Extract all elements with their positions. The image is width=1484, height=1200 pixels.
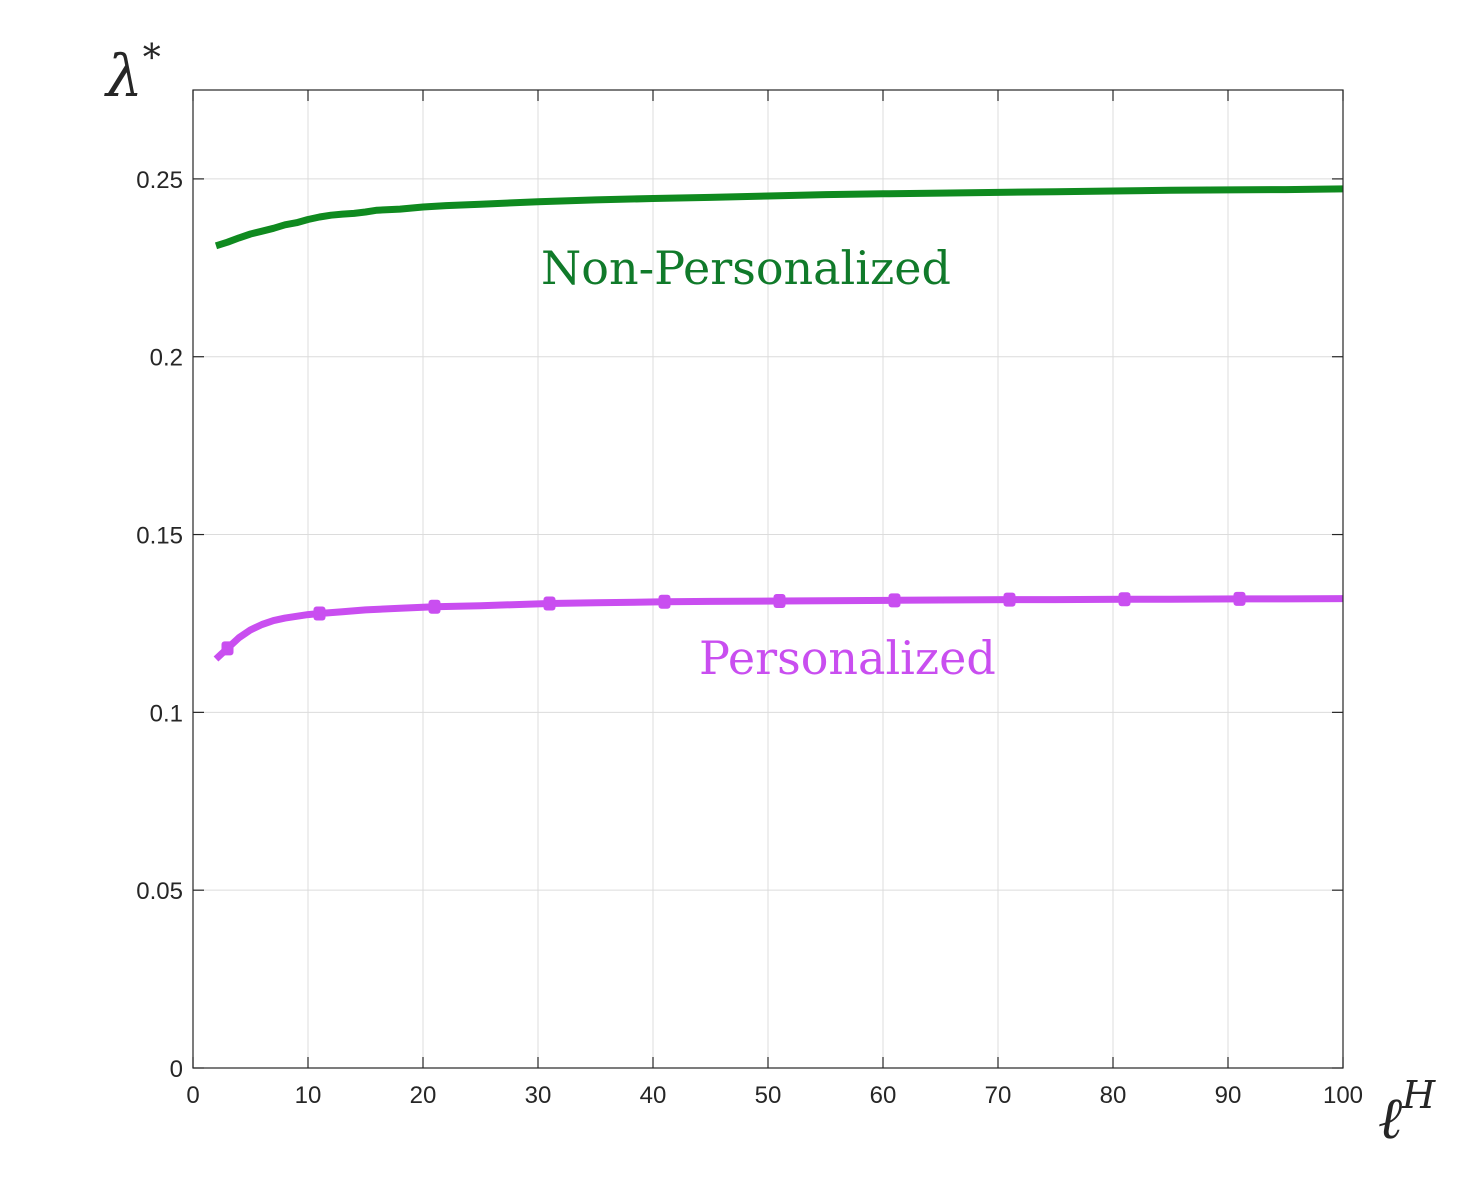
- series-line-non-personalized: [214, 185, 1344, 250]
- y-tick-label: 0.25: [136, 167, 183, 194]
- data-point-marker: [543, 596, 556, 611]
- x-tick-label: 70: [985, 1082, 1012, 1109]
- x-tick-labels: 0 10 20 30 40 50 60 70 80 90 100: [186, 1082, 1363, 1109]
- x-axis-label: ℓH: [1378, 1073, 1436, 1152]
- series-label-non-personalized: Non-Personalized: [541, 241, 951, 295]
- y-tick-label: 0.2: [150, 345, 183, 372]
- data-point-marker: [313, 606, 326, 621]
- series-label-personalized: Personalized: [699, 631, 996, 685]
- x-tick-label: 50: [755, 1082, 782, 1109]
- x-axis-label-superscript: H: [1401, 1073, 1436, 1117]
- x-tick-label: 80: [1100, 1082, 1127, 1109]
- x-tick-label: 30: [525, 1082, 552, 1109]
- x-tick-label: 0: [186, 1082, 199, 1109]
- x-tick-label: 40: [640, 1082, 667, 1109]
- x-tick-label: 20: [410, 1082, 437, 1109]
- data-point-marker: [888, 593, 901, 608]
- grid-lines: [193, 90, 1343, 1068]
- x-tick-label: 60: [870, 1082, 897, 1109]
- data-point-marker: [221, 641, 234, 656]
- series-line-personalized: [213, 595, 1344, 662]
- axes: [192, 89, 1344, 1069]
- y-axis-label: λ*: [104, 38, 161, 110]
- x-tick-label: 100: [1323, 1082, 1363, 1109]
- y-axis-label-main: λ: [104, 42, 143, 110]
- data-point-marker: [1233, 591, 1246, 606]
- data-point-marker: [773, 594, 786, 609]
- x-axis-label-main: ℓ: [1378, 1084, 1402, 1152]
- x-tick-label: 90: [1215, 1082, 1242, 1109]
- y-tick-label: 0.05: [136, 878, 183, 905]
- y-tick-labels: 0 0.05 0.1 0.15 0.2 0.25: [136, 167, 183, 1083]
- x-tick-label: 10: [295, 1082, 322, 1109]
- y-tick-label: 0: [170, 1056, 183, 1083]
- y-tick-label: 0.1: [150, 700, 183, 727]
- data-point-marker: [428, 599, 441, 614]
- y-axis-label-superscript: *: [143, 38, 161, 79]
- y-tick-label: 0.15: [136, 523, 183, 550]
- data-point-marker: [1003, 592, 1016, 607]
- series-layer: [213, 185, 1344, 662]
- data-point-marker: [658, 594, 671, 609]
- data-point-marker: [1118, 592, 1131, 607]
